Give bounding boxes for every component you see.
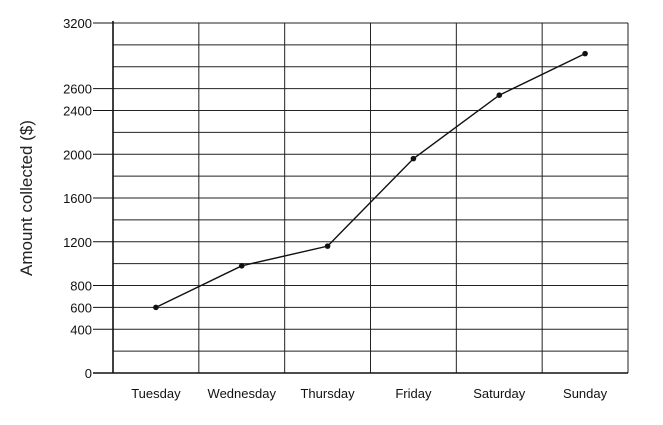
data-point <box>582 50 588 57</box>
y-tick-label: 2000 <box>63 147 92 162</box>
y-tick-label: 3200 <box>63 16 92 31</box>
series-line <box>155 52 586 309</box>
y-axis-label: Amount collected ($) <box>17 120 36 276</box>
x-tick-label: Friday <box>395 386 432 401</box>
y-tick-label: 0 <box>85 366 92 381</box>
x-tick-label: Sunday <box>563 386 608 401</box>
x-tick-label: Saturday <box>473 386 526 401</box>
y-tick-label: 400 <box>70 322 92 337</box>
y-tick-label: 1600 <box>63 191 92 206</box>
y-tick-label: 1200 <box>63 235 92 250</box>
grid <box>113 22 629 373</box>
y-tick-label: 2400 <box>63 104 92 119</box>
data-point <box>153 304 159 311</box>
data-point <box>238 263 245 269</box>
series <box>153 50 588 311</box>
data-point <box>496 92 503 98</box>
y-tick-label: 2600 <box>63 82 92 97</box>
data-point <box>410 155 417 162</box>
x-tick-label: Tuesday <box>131 386 181 401</box>
x-tick-label: Thursday <box>300 386 355 401</box>
x-tick-label: Wednesday <box>208 386 277 401</box>
y-tick-label: 800 <box>70 279 92 294</box>
data-point <box>324 243 331 249</box>
tick-labels: 0 400 600 800 1200 1600 2000 2400 2600 3200 Tuesda… <box>63 16 608 401</box>
axes <box>93 21 628 374</box>
y-tick-label: 600 <box>70 300 92 315</box>
